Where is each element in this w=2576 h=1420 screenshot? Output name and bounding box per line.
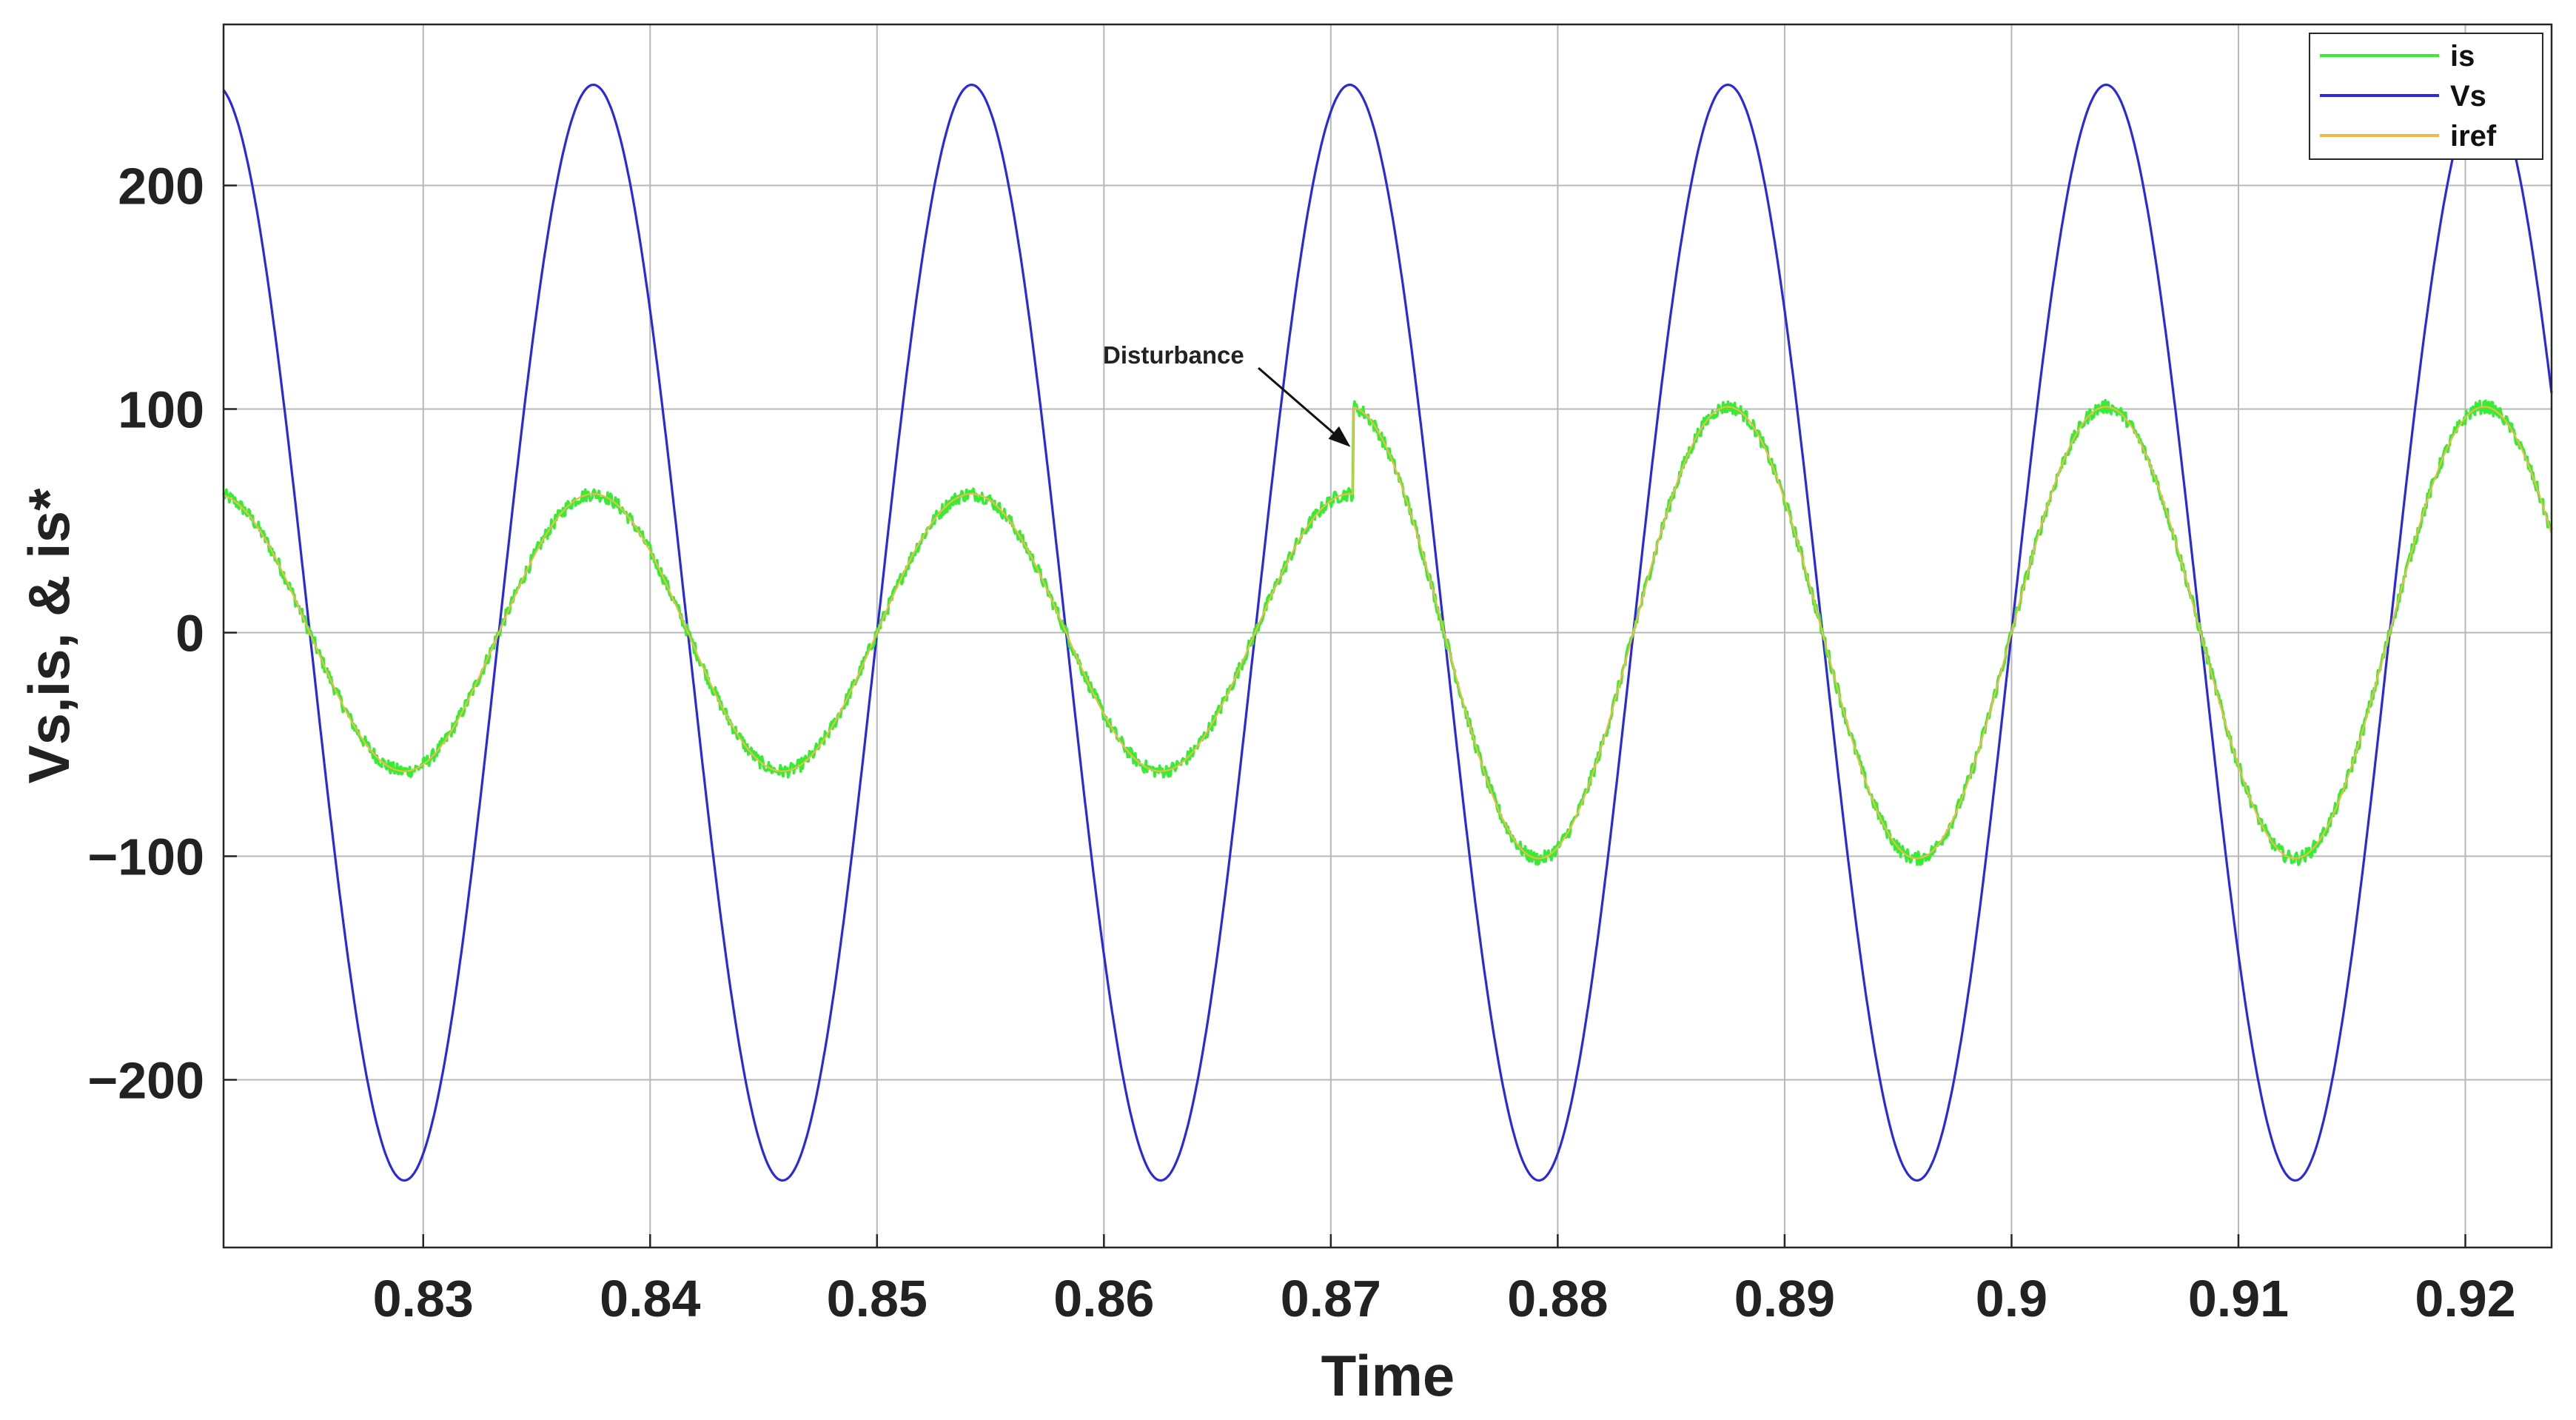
annotation-disturbance-label: Disturbance xyxy=(1103,341,1244,369)
legend-label-Vs: Vs xyxy=(2450,80,2486,113)
legend-label-is: is xyxy=(2450,40,2475,73)
y-tick-label: −100 xyxy=(87,828,204,885)
annotation-arrow-line xyxy=(1258,366,1341,440)
y-axis-label: Vs,is, & is* xyxy=(16,488,81,784)
legend: is Vs iref xyxy=(2309,33,2543,160)
plot-frame xyxy=(222,23,2553,1249)
x-tick-label: 0.89 xyxy=(1734,1270,1835,1327)
series-line-Vs xyxy=(222,83,2553,1182)
x-tick-label: 0.91 xyxy=(2188,1270,2289,1327)
annotation-layer: Disturbance xyxy=(1103,341,1351,447)
tick-labels: 0.83 0.84 0.85 0.86 0.87 0.88 0.89 0.9 0.91 0.92 2… xyxy=(87,157,2515,1327)
annotation-arrow-head xyxy=(1328,426,1351,447)
legend-label-iref: iref xyxy=(2450,120,2497,153)
x-tick-label: 0.86 xyxy=(1053,1270,1154,1327)
x-tick-label: 0.92 xyxy=(2415,1270,2515,1327)
x-tick-label: 0.9 xyxy=(1976,1270,2047,1327)
plot-area xyxy=(224,24,2552,1247)
series-line-iref xyxy=(223,406,2553,860)
y-tick-label: 0 xyxy=(175,604,204,662)
y-tick-label: 200 xyxy=(118,157,204,215)
x-tick-label: 0.88 xyxy=(1507,1270,1608,1327)
x-tick-label: 0.84 xyxy=(600,1270,700,1327)
x-tick-label: 0.83 xyxy=(373,1270,474,1327)
x-axis-label: Time xyxy=(1321,1343,1455,1408)
x-tick-label: 0.85 xyxy=(827,1270,928,1327)
y-tick-label: 100 xyxy=(118,381,204,438)
y-tick-label: −200 xyxy=(87,1051,204,1109)
x-tick-label: 0.87 xyxy=(1281,1270,1381,1327)
series-layer xyxy=(222,83,2553,1182)
